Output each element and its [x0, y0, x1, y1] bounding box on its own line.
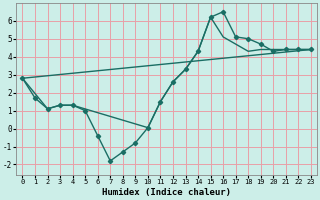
X-axis label: Humidex (Indice chaleur): Humidex (Indice chaleur) [102, 188, 231, 197]
